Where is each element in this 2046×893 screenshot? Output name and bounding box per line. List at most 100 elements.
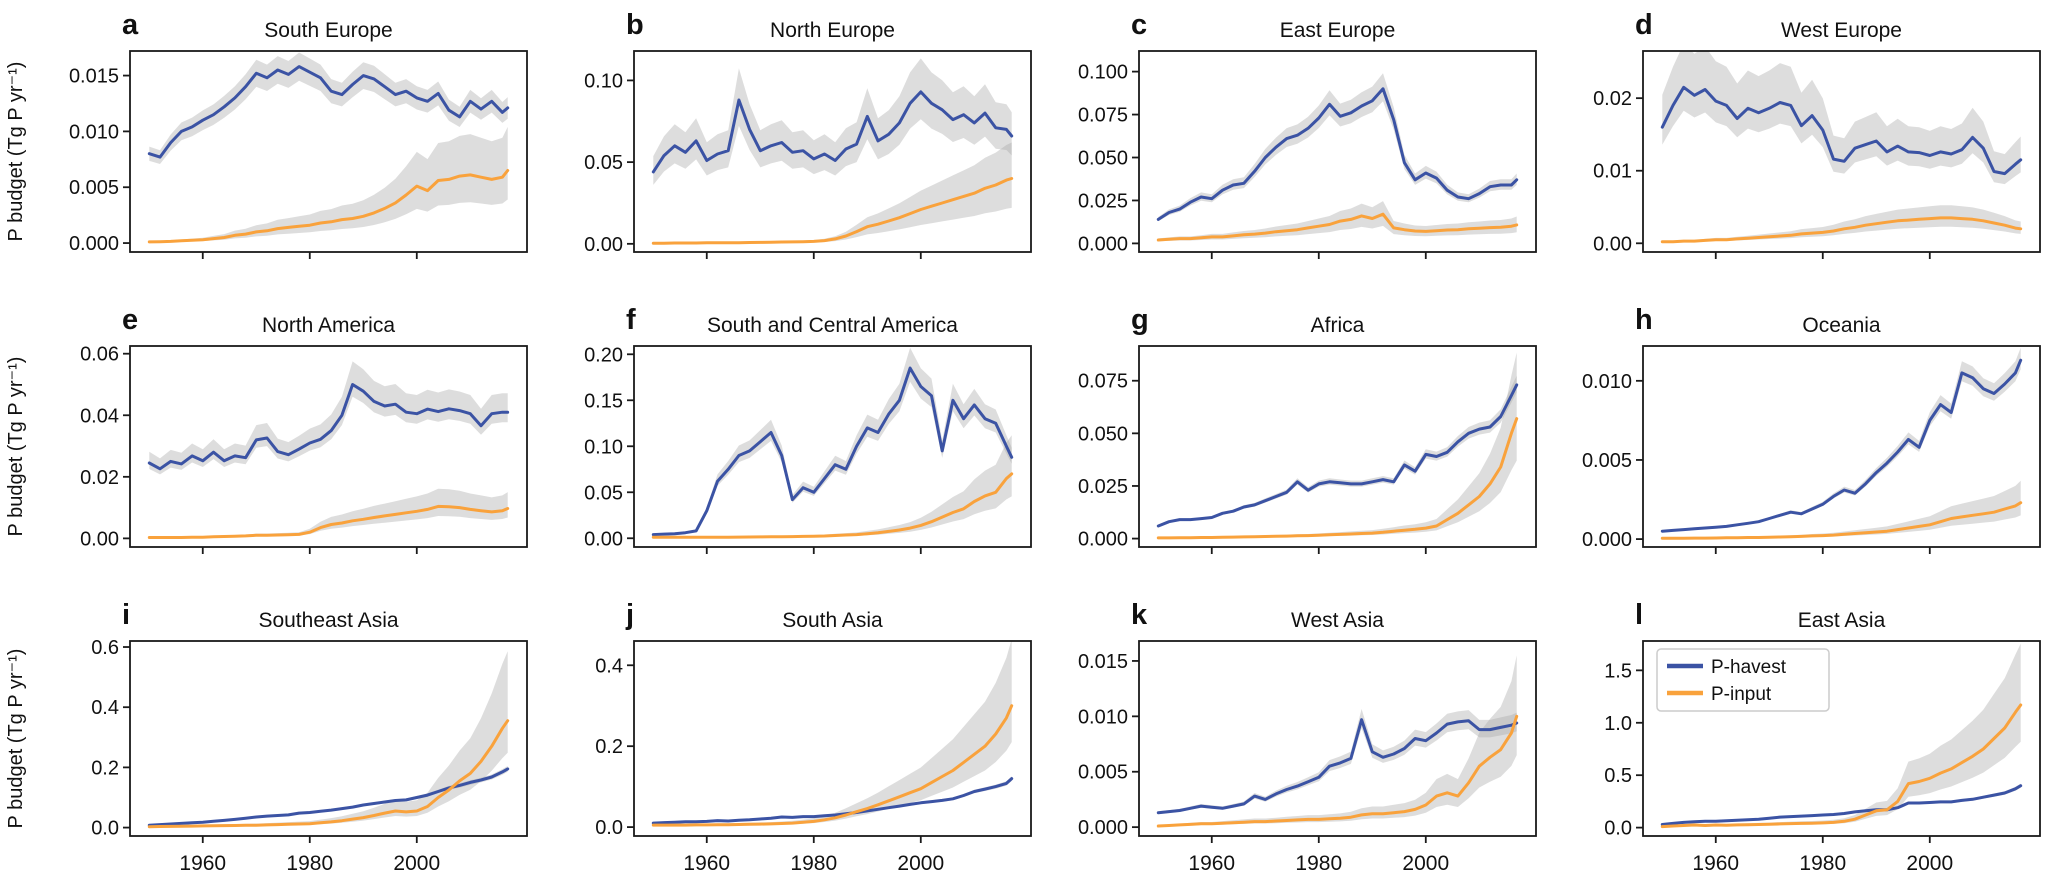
- panel-l-p-input-band: [1662, 643, 2021, 827]
- panel-h-y-tick-label: 0.010: [1582, 371, 1632, 393]
- panel-i-x-tick-label: 1960: [179, 852, 226, 875]
- panel-f-p-havest-line: [651, 366, 1014, 537]
- panel-e-y-tick-label: 0.02: [80, 467, 119, 489]
- panel-d-plot-area: [1660, 51, 2023, 244]
- panel-k-p-havest-band: [1158, 708, 1517, 814]
- panel-c-axes-frame: [1138, 50, 1537, 253]
- panel-e-y-tick-label: 0.00: [80, 528, 119, 550]
- panel-l-y-tick-label: 0.0: [1604, 818, 1632, 840]
- y-axis-label: P budget (Tg P yr⁻¹): [5, 62, 27, 242]
- panel-e-letter: e: [122, 304, 138, 336]
- panel-c-y-tick-label: 0.075: [1078, 105, 1128, 127]
- panel-i-title: Southeast Asia: [258, 609, 398, 632]
- panel-b-y-tick-label: 0.05: [584, 152, 623, 174]
- panel-k-x-tick-label: 1960: [1188, 852, 1235, 875]
- panel-k-y-tick-label: 0.000: [1078, 817, 1128, 839]
- panel-j-y-tick-label: 0.0: [595, 817, 623, 839]
- panel-h: 0.000 0.005 0.010 h Oceania: [1582, 304, 2041, 554]
- panel-i-y-tick-label: 0.0: [91, 818, 119, 840]
- panel-d-title: West Europe: [1781, 19, 1902, 42]
- panel-e-p-havest-band: [149, 361, 508, 475]
- panel-k-x-tick-label: 1980: [1295, 852, 1342, 875]
- panel-c-y-tick-label: 0.100: [1078, 62, 1128, 84]
- panel-g-y-tick-label: 0.000: [1078, 529, 1128, 551]
- panel-f-axes-frame: [633, 345, 1032, 548]
- panel-f-plot-area: [651, 347, 1014, 539]
- panel-c-title: East Europe: [1280, 19, 1396, 42]
- panel-a-plot-area: [147, 52, 510, 244]
- panel-e-title: North America: [262, 314, 395, 337]
- panel-a-y-tick-label: 0.015: [69, 66, 119, 88]
- panel-h-title: Oceania: [1802, 314, 1881, 337]
- legend-label-havest: P-havest: [1711, 657, 1787, 678]
- panel-b-letter: b: [626, 9, 644, 41]
- panel-h-p-havest-line: [1660, 358, 2023, 533]
- panel-g-p-havest-band: [1158, 375, 1517, 527]
- panel-f-letter: f: [626, 304, 636, 336]
- panel-l-x-tick-label: 1960: [1692, 852, 1739, 875]
- panel-d: 0.00 0.01 0.02 d West Europe: [1593, 9, 2041, 259]
- panel-a-p-havest-line: [147, 65, 510, 159]
- panel-k: 0.000 0.005 0.010 0.015 1960 1980 2000 k West As…: [1078, 599, 1537, 875]
- panel-a-p-input-band: [149, 126, 508, 243]
- panel-f-p-havest-band: [653, 347, 1012, 535]
- panel-g-y-tick-label: 0.050: [1078, 423, 1128, 445]
- panel-j-y-tick-label: 0.2: [595, 736, 623, 758]
- panel-d-letter: d: [1635, 9, 1653, 41]
- panel-f-p-input-line: [651, 472, 1014, 539]
- panel-k-y-tick-label: 0.010: [1078, 706, 1128, 728]
- panel-i-x-tick-label: 1980: [286, 852, 333, 875]
- panel-j-p-havest-line: [651, 777, 1014, 825]
- panel-j-x-tick-label: 1960: [683, 852, 730, 875]
- panel-j-x-tick-label: 2000: [897, 852, 944, 875]
- panel-b-axes-frame: [633, 50, 1032, 253]
- panel-h-axes-frame: [1642, 345, 2041, 548]
- panel-d-p-havest-band: [1662, 51, 2021, 185]
- panel-b-y-tick-label: 0.10: [584, 70, 623, 92]
- panel-a-p-input-line: [147, 169, 510, 244]
- panel-b-plot-area: [651, 58, 1014, 245]
- panel-h-plot-area: [1660, 347, 2023, 540]
- panel-e-y-tick-label: 0.06: [80, 344, 119, 366]
- panel-c-p-havest-band: [1158, 73, 1517, 222]
- panel-i-p-input-band: [149, 651, 508, 827]
- panel-l-y-tick-label: 0.5: [1604, 765, 1632, 787]
- panel-d-y-tick-label: 0.02: [1593, 88, 1632, 110]
- panel-b: 0.00 0.05 0.10 b North Europe: [584, 9, 1032, 259]
- panel-j-p-input-line: [651, 704, 1014, 827]
- panel-e: 0.00 0.02 0.04 0.06e North America P budget (…: [5, 304, 528, 554]
- panel-f: 0.00 0.05 0.10 0.15 0.20f South and Central A…: [584, 304, 1032, 554]
- panel-g-y-tick-label: 0.025: [1078, 476, 1128, 498]
- panel-l-p-havest-band: [1662, 783, 2021, 825]
- panel-d-p-havest-line: [1660, 85, 2023, 176]
- panel-k-x-tick-label: 2000: [1402, 852, 1449, 875]
- panel-j-y-tick-label: 0.4: [595, 655, 623, 677]
- panel-c-p-havest-line: [1156, 87, 1519, 221]
- panel-k-p-input-band: [1158, 655, 1517, 827]
- panel-b-title: North Europe: [770, 19, 895, 42]
- panel-c-y-tick-label: 0.050: [1078, 148, 1128, 170]
- panel-l: 0.0 0.5 1.0 1.5 1960 1980 2000 l East Asia P-have…: [1604, 599, 2041, 875]
- panel-c-plot-area: [1156, 73, 1519, 242]
- panel-a: 0.000 0.005 0.010 0.015 a South Europe P budge…: [5, 9, 528, 259]
- panel-f-y-tick-label: 0.05: [584, 482, 623, 504]
- panel-j-letter: j: [625, 599, 634, 631]
- panel-f-p-input-band: [653, 435, 1012, 538]
- panel-i-plot-area: [147, 651, 510, 829]
- panel-g: 0.000 0.025 0.050 0.075 g Africa: [1078, 304, 1537, 554]
- panel-h-letter: h: [1635, 304, 1653, 336]
- panel-a-title: South Europe: [264, 19, 392, 42]
- panel-l-x-tick-label: 2000: [1906, 852, 1953, 875]
- panel-b-p-havest-band: [653, 58, 1012, 185]
- panel-i-y-tick-label: 0.2: [91, 757, 119, 779]
- panel-j: 0.0 0.2 0.4 1960 1980 2000 j South Asia: [595, 599, 1032, 875]
- panel-d-p-input-band: [1662, 205, 2021, 243]
- panel-l-p-havest-line: [1660, 784, 2023, 826]
- panel-e-plot-area: [147, 361, 510, 539]
- panel-k-y-tick-label: 0.015: [1078, 651, 1128, 673]
- panel-c-letter: c: [1131, 9, 1147, 41]
- panel-a-letter: a: [122, 9, 139, 41]
- panel-f-y-tick-label: 0.20: [584, 344, 623, 366]
- panel-l-letter: l: [1635, 599, 1643, 631]
- panel-g-plot-area: [1156, 352, 1519, 540]
